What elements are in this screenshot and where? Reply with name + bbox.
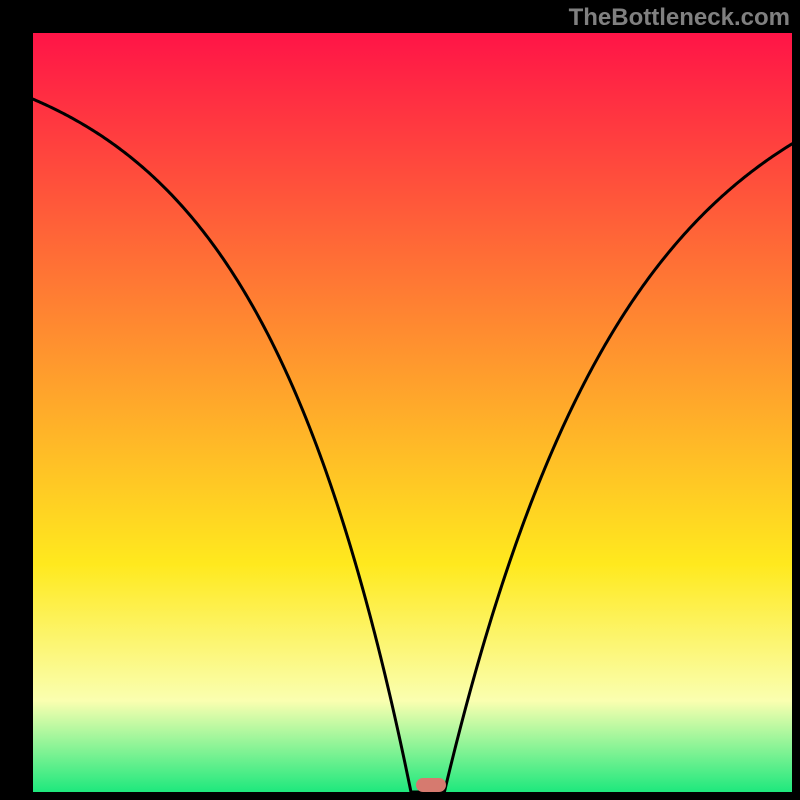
chart-container: TheBottleneck.com — [0, 0, 800, 800]
curve-layer — [0, 0, 800, 800]
min-marker — [416, 778, 446, 792]
watermark-text: TheBottleneck.com — [569, 4, 790, 32]
